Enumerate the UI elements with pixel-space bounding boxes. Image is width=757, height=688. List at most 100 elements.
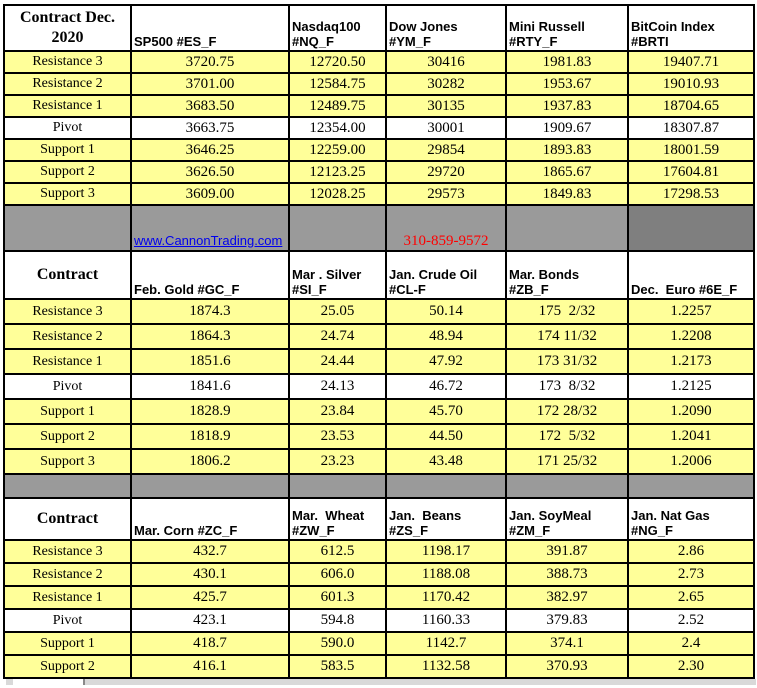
row-label: Support 1 (3, 631, 132, 656)
value-cell: 18001.59 (627, 138, 755, 162)
column-header: Jan. Crude Oil #CL-F (385, 250, 507, 300)
column-header: Mini Russell #RTY_F (505, 4, 629, 52)
table-row: Support 2 1818.9 23.53 44.50 172 5/32 1.2041 (3, 423, 755, 450)
empty-cell (505, 204, 629, 252)
value-cell: 48.94 (385, 323, 507, 350)
separator-row (3, 473, 755, 499)
table-row: Support 1 418.7 590.0 1142.7 374.1 2.4 (3, 631, 755, 656)
value-cell: 1849.83 (505, 182, 629, 206)
partial-next-row-sliver (13, 679, 85, 685)
empty-cell (288, 473, 387, 499)
value-cell: 29854 (385, 138, 507, 162)
value-cell: 1.2257 (627, 298, 755, 325)
column-header: Jan. Nat Gas #NG_F (627, 497, 755, 541)
value-cell: 1806.2 (130, 448, 290, 475)
value-cell: 29720 (385, 160, 507, 184)
value-cell: 18307.87 (627, 116, 755, 140)
table-row: Resistance 3 432.7 612.5 1198.17 391.87 2.86 (3, 539, 755, 564)
value-cell: 1937.83 (505, 94, 629, 118)
table-row: Resistance 2 3701.00 12584.75 30282 1953.67 1… (3, 72, 755, 96)
value-cell: 50.14 (385, 298, 507, 325)
value-cell: 1909.67 (505, 116, 629, 140)
column-header: BitCoin Index #BRTI (627, 4, 755, 52)
value-cell: 24.74 (288, 323, 387, 350)
value-cell: 1.2090 (627, 398, 755, 425)
value-cell: 171 25/32 (505, 448, 629, 475)
row-label: Pivot (3, 116, 132, 140)
value-cell: 590.0 (288, 631, 387, 656)
row-label: Resistance 1 (3, 94, 132, 118)
value-cell: 12489.75 (288, 94, 387, 118)
table-row: Support 3 1806.2 23.23 43.48 171 25/32 1.2006 (3, 448, 755, 475)
column-header: Jan. Beans #ZS_F (385, 497, 507, 541)
table-row: Resistance 1 425.7 601.3 1170.42 382.97 2.65 (3, 585, 755, 610)
value-cell: 2.86 (627, 539, 755, 564)
value-cell: 379.83 (505, 608, 629, 633)
empty-cell (130, 473, 290, 499)
table-row: Resistance 3 3720.75 12720.50 30416 1981.83 1… (3, 50, 755, 74)
column-header: Nasdaq100 #NQ_F (288, 4, 387, 52)
value-cell: 23.84 (288, 398, 387, 425)
value-cell: 601.3 (288, 585, 387, 610)
value-cell: 2.4 (627, 631, 755, 656)
value-cell: 1865.67 (505, 160, 629, 184)
value-cell: 19010.93 (627, 72, 755, 96)
row-label: Resistance 3 (3, 539, 132, 564)
row-label: Pivot (3, 608, 132, 633)
table-row: Resistance 3 1874.3 25.05 50.14 175 2/32 1.22… (3, 298, 755, 325)
value-cell: 17298.53 (627, 182, 755, 206)
value-cell: 12584.75 (288, 72, 387, 96)
table-row: Resistance 1 3683.50 12489.75 30135 1937.83 1… (3, 94, 755, 118)
value-cell: 18704.65 (627, 94, 755, 118)
table-row: Pivot 423.1 594.8 1160.33 379.83 2.52 (3, 608, 755, 633)
value-cell: 1.2125 (627, 373, 755, 400)
table-row: Resistance 1 1851.6 24.44 47.92 173 31/32 1.2… (3, 348, 755, 375)
value-cell: 172 28/32 (505, 398, 629, 425)
empty-cell (288, 204, 387, 252)
value-cell: 23.23 (288, 448, 387, 475)
row-label: Resistance 2 (3, 562, 132, 587)
row-label: Support 3 (3, 448, 132, 475)
table-row: Resistance 2 1864.3 24.74 48.94 174 11/32 1.2… (3, 323, 755, 350)
value-cell: 416.1 (130, 654, 290, 679)
value-cell: 1818.9 (130, 423, 290, 450)
row-label: Support 3 (3, 182, 132, 206)
sheet-bottom-edge (6, 679, 756, 685)
value-cell: 25.05 (288, 298, 387, 325)
value-cell: 2.52 (627, 608, 755, 633)
value-cell: 1.2041 (627, 423, 755, 450)
section-corner-label: Contract (3, 250, 132, 300)
value-cell: 1188.08 (385, 562, 507, 587)
value-cell: 12028.25 (288, 182, 387, 206)
pivot-points-table: Contract Dec. 2020 SP500 #ES_F Nasdaq100 #… (3, 4, 755, 679)
value-cell: 388.73 (505, 562, 629, 587)
value-cell: 29573 (385, 182, 507, 206)
value-cell: 374.1 (505, 631, 629, 656)
table-row: Resistance 2 430.1 606.0 1188.08 388.73 2.73 (3, 562, 755, 587)
value-cell: 3663.75 (130, 116, 290, 140)
table-row: Pivot 1841.6 24.13 46.72 173 8/32 1.2125 (3, 373, 755, 400)
row-label: Resistance 2 (3, 323, 132, 350)
value-cell: 12720.50 (288, 50, 387, 74)
value-cell: 594.8 (288, 608, 387, 633)
section-3-header-row: Contract Mar. Corn #ZC_F Mar. Wheat #ZW_F J… (3, 497, 755, 541)
value-cell: 1.2173 (627, 348, 755, 375)
row-label: Support 1 (3, 138, 132, 162)
cannontrading-link[interactable]: www.CannonTrading.com (134, 233, 283, 248)
value-cell: 173 8/32 (505, 373, 629, 400)
empty-cell (627, 473, 755, 499)
row-label: Support 2 (3, 654, 132, 679)
table-row: Support 1 3646.25 12259.00 29854 1893.83 1800… (3, 138, 755, 162)
row-label: Resistance 1 (3, 348, 132, 375)
row-label: Resistance 2 (3, 72, 132, 96)
value-cell: 24.13 (288, 373, 387, 400)
value-cell: 391.87 (505, 539, 629, 564)
separator-row-contact: www.CannonTrading.com 310-859-9572 (3, 204, 755, 252)
value-cell: 12123.25 (288, 160, 387, 184)
section-2-header-row: Contract Feb. Gold #GC_F Mar . Silver #SI_… (3, 250, 755, 300)
value-cell: 1864.3 (130, 323, 290, 350)
empty-cell (3, 473, 132, 499)
empty-cell (385, 473, 507, 499)
column-header: Jan. SoyMeal #ZM_F (505, 497, 629, 541)
